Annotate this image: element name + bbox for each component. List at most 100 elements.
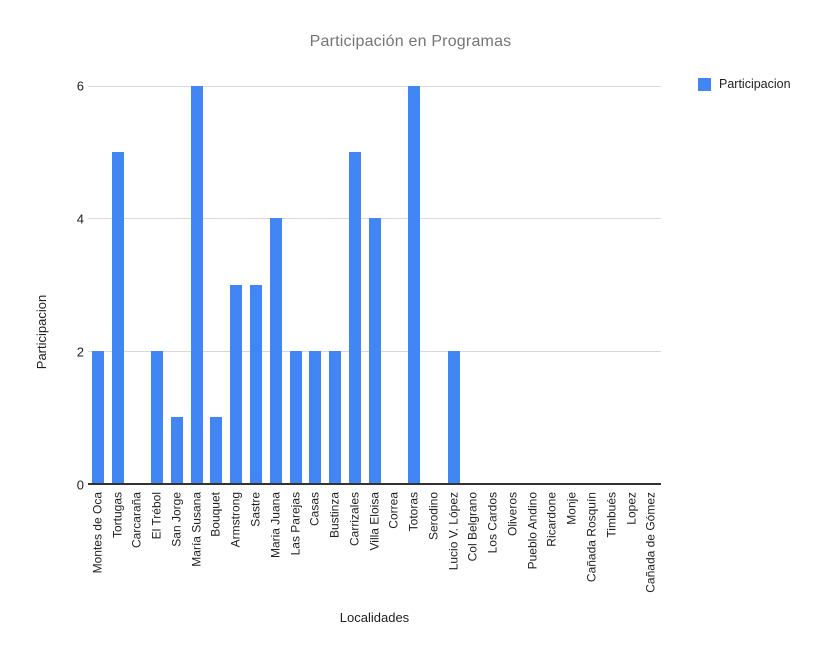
x-label-slot: Maria Juana <box>266 492 286 604</box>
legend-item[interactable]: Participacion <box>698 77 791 91</box>
bar-slot <box>325 86 345 483</box>
bar-slot <box>365 86 385 483</box>
x-axis-labels: Montes de Oca Tortugas Carcaraña El Trébol S… <box>88 492 661 604</box>
x-label-slot: Pueblo Andino <box>523 492 543 604</box>
y-tick-label: 4 <box>76 211 84 227</box>
bar[interactable] <box>151 350 164 483</box>
bar-slot <box>226 86 246 483</box>
x-label-slot: Cañada de Gómez <box>641 492 661 604</box>
bar[interactable] <box>329 350 342 483</box>
x-label-slot: Serodino <box>424 492 444 604</box>
bar-slot <box>523 86 543 483</box>
bar[interactable] <box>289 350 302 483</box>
x-label-slot: Oliveros <box>503 492 523 604</box>
bar[interactable] <box>230 284 243 483</box>
x-label-slot: Tortugas <box>108 492 128 604</box>
x-label-slot: Montes de Oca <box>88 492 108 604</box>
x-axis-label: Oliveros <box>505 492 520 537</box>
x-label-slot: Totoras <box>404 492 424 604</box>
y-tick-label: 2 <box>76 344 84 360</box>
bar-slot <box>246 86 266 483</box>
x-label-slot: María Susana <box>187 492 207 604</box>
plot-area <box>88 86 661 485</box>
x-axis-label: Monje <box>564 492 579 525</box>
x-label-slot: Bouquet <box>207 492 227 604</box>
x-axis-label: Carrizales <box>347 492 362 547</box>
gridline <box>88 86 661 87</box>
x-axis-label: Lopez <box>624 492 639 525</box>
bar[interactable] <box>309 350 322 483</box>
bar[interactable] <box>190 86 203 483</box>
x-label-slot: El Trébol <box>147 492 167 604</box>
x-label-slot: Villa Eloisa <box>365 492 385 604</box>
bar-slot <box>562 86 582 483</box>
x-axis-label: Correa <box>386 492 401 529</box>
bar-slot <box>404 86 424 483</box>
x-axis-label: Bouquet <box>208 492 223 537</box>
bar-slot <box>345 86 365 483</box>
bar-slot <box>207 86 227 483</box>
x-axis-label: Bustinza <box>327 492 342 539</box>
x-label-slot: Las Parejas <box>286 492 306 604</box>
bar[interactable] <box>269 218 282 483</box>
bar[interactable] <box>368 218 381 483</box>
y-axis-title: Participacion <box>34 294 49 370</box>
x-axis-label: Cañada Rosquín <box>584 492 599 583</box>
bar-slot <box>622 86 642 483</box>
bar[interactable] <box>210 416 223 483</box>
bar-slot <box>641 86 661 483</box>
bar-slot <box>108 86 128 483</box>
x-axis-label: El Trébol <box>149 492 164 540</box>
x-axis-label: Villa Eloisa <box>367 492 382 551</box>
x-axis-label: Timbués <box>604 492 619 538</box>
x-label-slot: Ricardone <box>543 492 563 604</box>
x-axis-label: Las Parejas <box>288 492 303 556</box>
x-label-slot: Timbués <box>602 492 622 604</box>
bar[interactable] <box>250 284 262 483</box>
y-tick-label: 0 <box>76 477 84 493</box>
x-label-slot: Sastre <box>246 492 266 604</box>
legend-label: Participacion <box>719 77 791 91</box>
x-axis-label: Casas <box>307 492 322 527</box>
x-label-slot: Carrizales <box>345 492 365 604</box>
y-axis-ticks: 0 2 4 6 <box>0 79 84 493</box>
bar-slot <box>128 86 148 483</box>
x-axis-label: Totoras <box>406 492 421 532</box>
bar-slot <box>187 86 207 483</box>
x-axis-label: Carcaraña <box>129 492 144 549</box>
x-label-slot: Casas <box>305 492 325 604</box>
bar-slot <box>286 86 306 483</box>
x-axis-label: Los Cardos <box>485 492 500 554</box>
x-axis-label: Maria Juana <box>268 492 283 559</box>
bar[interactable] <box>111 152 124 483</box>
bar[interactable] <box>408 86 421 483</box>
bar-slot <box>266 86 286 483</box>
x-axis-title: Localidades <box>339 610 410 625</box>
x-label-slot: Col Belgrano <box>464 492 484 604</box>
legend-swatch <box>698 77 711 91</box>
bar[interactable] <box>447 350 460 483</box>
x-label-slot: Los Cardos <box>483 492 503 604</box>
x-axis-label: Ricardone <box>544 492 559 547</box>
bar-slot <box>167 86 187 483</box>
x-axis-label: Cañada de Gómez <box>643 492 658 593</box>
x-label-slot: Monje <box>562 492 582 604</box>
x-axis-label: Armstrong <box>228 492 243 548</box>
x-axis-label: Montes de Oca <box>90 492 105 574</box>
bar-slot <box>483 86 503 483</box>
x-label-slot: Correa <box>384 492 404 604</box>
bar[interactable] <box>348 152 361 483</box>
bar-slot <box>503 86 523 483</box>
bar-slot <box>147 86 167 483</box>
x-axis-label: Pueblo Andino <box>525 492 540 570</box>
bar[interactable] <box>170 416 183 483</box>
bar[interactable] <box>91 350 104 483</box>
bar-slot <box>88 86 108 483</box>
x-label-slot: Cañada Rosquín <box>582 492 602 604</box>
y-tick-label: 6 <box>76 78 84 94</box>
bar-slot <box>424 86 444 483</box>
bar-slot <box>543 86 563 483</box>
bar-slot <box>444 86 464 483</box>
x-axis-label: San Jorge <box>169 492 184 547</box>
